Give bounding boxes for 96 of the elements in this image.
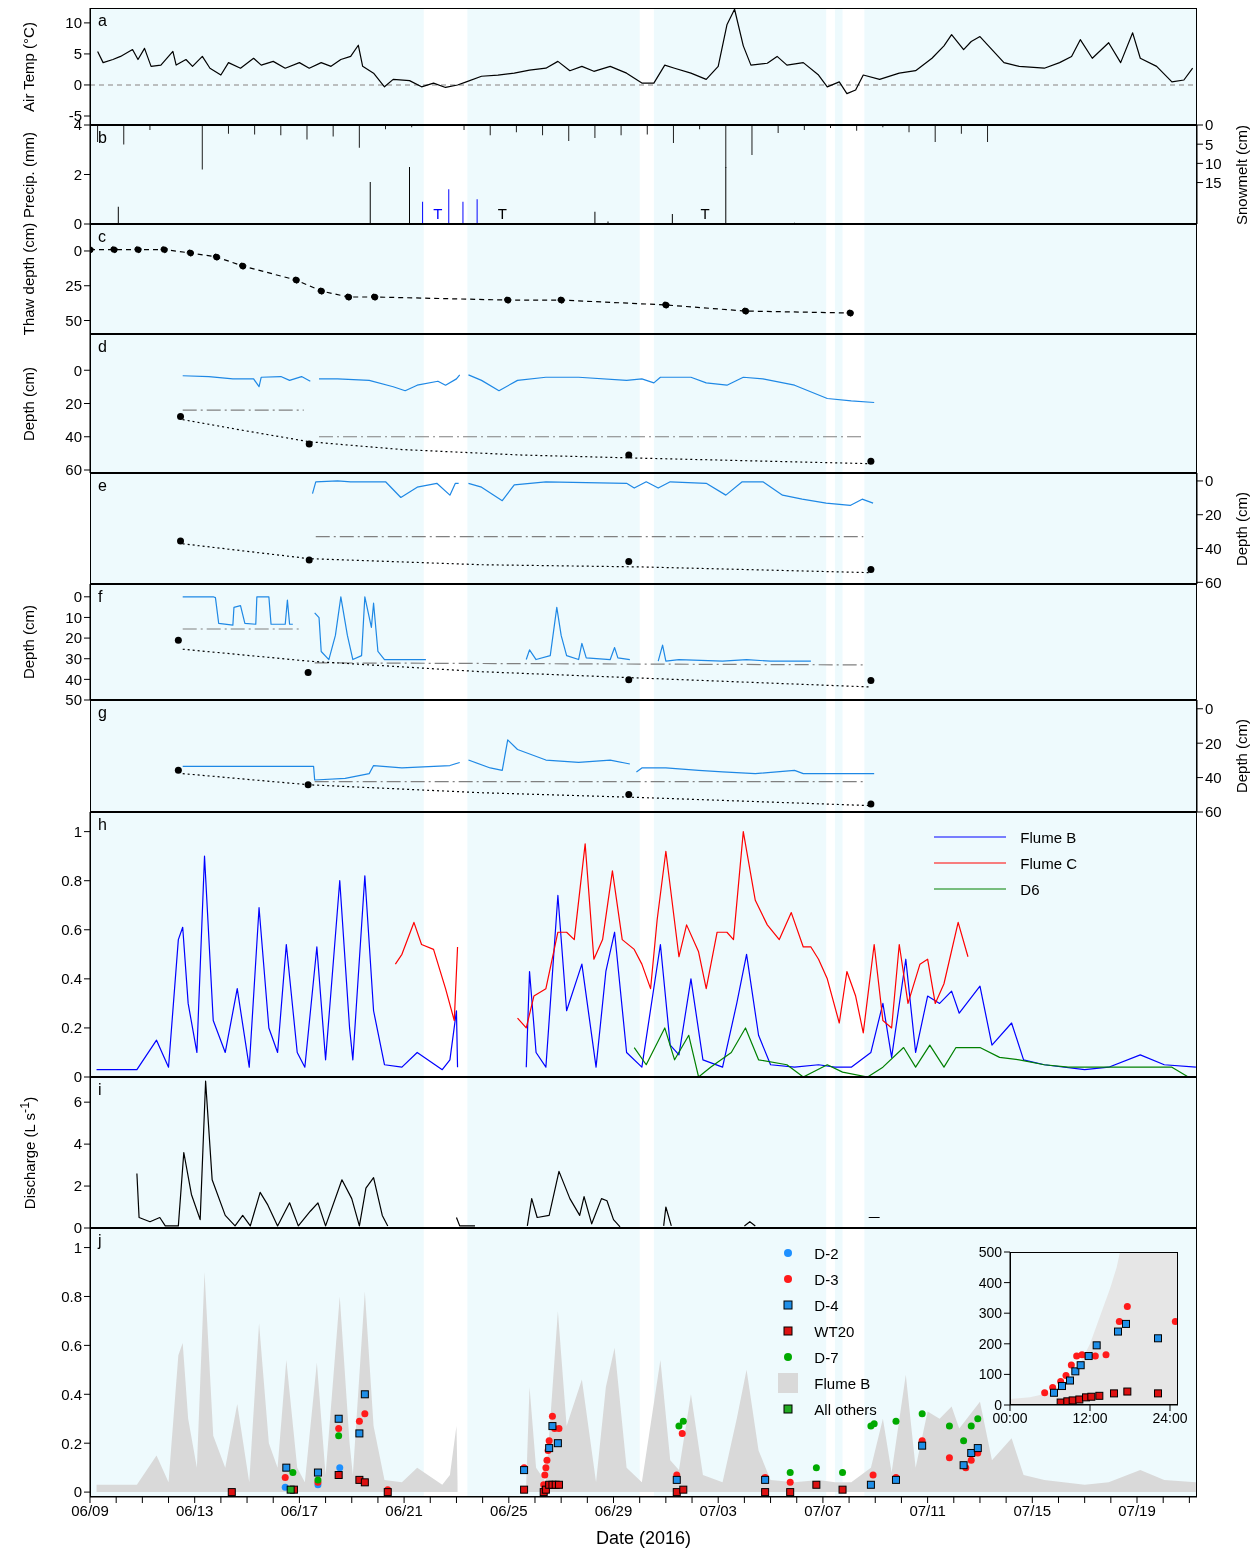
y-tick-label: 0 — [73, 242, 82, 260]
y-tick-label: 0.2 — [61, 1019, 82, 1037]
y-tick-label: 0 — [73, 1219, 82, 1237]
y-tick-label: 6 — [73, 1093, 82, 1111]
x-tick-label: 24:00 — [1152, 1409, 1188, 1426]
y-tick-label: 0.6 — [61, 1336, 82, 1354]
y2-tick-label: 0 — [1205, 116, 1214, 134]
annotation: c — [98, 228, 106, 246]
annotation: h — [98, 816, 107, 834]
data-label: T — [497, 205, 507, 222]
y2-tick-label: 15 — [1205, 173, 1222, 191]
x-tick-label: 06/09 — [71, 1501, 109, 1519]
x-tick-label: 06/17 — [280, 1501, 319, 1519]
y-tick-label: 200 — [978, 1335, 1003, 1352]
y-tick-label: 300 — [978, 1305, 1003, 1322]
y-tick-label: 0 — [73, 76, 82, 94]
annotation: b — [98, 129, 107, 147]
y-tick-label: 40 — [65, 670, 82, 688]
x-tick-label: 06/29 — [594, 1501, 633, 1519]
data-label: T — [433, 205, 443, 222]
y2-tick-label: 20 — [1205, 506, 1222, 524]
y-tick-label: 60 — [65, 461, 82, 479]
y-tick-label: 50 — [65, 691, 82, 709]
y-tick-label: 1 — [73, 1238, 82, 1256]
y-tick-label: 10 — [65, 14, 82, 32]
x-tick-label: 06/13 — [175, 1501, 214, 1519]
y-axis-title: Precip. (mm) — [19, 131, 37, 218]
annotation: f — [98, 588, 103, 606]
y2-tick-label: 20 — [1205, 734, 1222, 752]
y-tick-label: 0 — [73, 215, 82, 233]
legend-label: Flume B — [1020, 828, 1077, 846]
y-tick-label: 400 — [978, 1274, 1003, 1291]
y2-tick-label: 40 — [1205, 539, 1222, 557]
annotation: d — [98, 338, 107, 356]
y-tick-label: 0.2 — [61, 1434, 82, 1452]
x-tick-label: 12:00 — [1072, 1409, 1108, 1426]
y-tick-label: 10 — [65, 608, 82, 626]
y-tick-label: 0.4 — [61, 1385, 82, 1403]
y2-tick-label: 60 — [1205, 573, 1222, 591]
legend-label: D-7 — [814, 1348, 839, 1366]
y-tick-label: 100 — [978, 1366, 1003, 1383]
y2-tick-label: 40 — [1205, 768, 1222, 786]
y-tick-label: 20 — [65, 394, 82, 412]
annotation: g — [98, 704, 107, 722]
legend-label: D-3 — [814, 1270, 839, 1288]
x-tick-label: 06/25 — [490, 1501, 528, 1519]
x-tick-label: 07/19 — [1118, 1501, 1156, 1519]
y-tick-label: 4 — [73, 1135, 82, 1153]
y-tick-label: 30 — [65, 650, 82, 668]
annotation: i — [98, 1081, 102, 1099]
legend-label: Flume B — [814, 1374, 871, 1392]
legend-label: Flume C — [1020, 854, 1077, 872]
y-axis-title: Depth (cm) — [19, 366, 37, 441]
y2-axis-title: Snowmelt (cm) — [1232, 124, 1250, 225]
y-tick-label: 50 — [65, 311, 82, 329]
y-tick-label: 0.4 — [61, 970, 82, 988]
data-label: T — [700, 205, 710, 222]
x-tick-label: 07/07 — [804, 1501, 842, 1519]
y-tick-label: 40 — [65, 428, 82, 446]
y-tick-label: 0 — [73, 588, 82, 606]
legend-label: D6 — [1020, 880, 1040, 898]
legend-label: WT20 — [814, 1322, 855, 1340]
annotation: j — [98, 1232, 102, 1250]
y2-tick-label: 5 — [1205, 135, 1214, 153]
y2-tick-label: 10 — [1205, 154, 1222, 172]
y2-tick-label: 60 — [1205, 803, 1222, 821]
y-tick-label: 1 — [73, 822, 82, 840]
y2-axis-title: Depth (cm) — [1232, 491, 1250, 566]
y2-axis-title: Depth (cm) — [1232, 718, 1250, 794]
y-axis-title: Air Temp (°C) — [19, 21, 37, 112]
y-tick-label: 0.6 — [61, 921, 82, 939]
x-tick-label: 07/11 — [909, 1501, 946, 1519]
annotation: a — [98, 12, 107, 30]
y-tick-label: 20 — [65, 629, 82, 647]
y-axis-title: Depth (cm) — [19, 604, 37, 680]
legend-label: D-2 — [814, 1244, 839, 1262]
x-tick-label: 06/21 — [385, 1501, 423, 1519]
x-tick-label: 07/15 — [1013, 1501, 1052, 1519]
y-tick-label: 500 — [978, 1243, 1003, 1260]
y2-tick-label: 0 — [1205, 700, 1214, 718]
y-tick-label: 0 — [73, 1483, 82, 1501]
x-axis-title: Date (2016) — [595, 1528, 692, 1549]
y-tick-label: 2 — [73, 165, 82, 183]
y2-tick-label: 0 — [1205, 472, 1214, 490]
y-tick-label: 0 — [73, 1068, 82, 1086]
legend-label: All others — [814, 1400, 877, 1418]
y-tick-label: 0.8 — [61, 872, 82, 890]
x-tick-label: 07/03 — [699, 1501, 737, 1519]
y-tick-label: 2 — [73, 1177, 82, 1195]
annotation: e — [98, 477, 107, 495]
legend-label: D-4 — [814, 1296, 839, 1314]
y-axis-title: Thaw depth (cm) — [19, 222, 37, 336]
y-tick-label: 0 — [73, 361, 82, 379]
y-tick-label: 25 — [65, 277, 82, 295]
y-tick-label: 5 — [73, 45, 82, 63]
y-tick-label: 0.8 — [61, 1287, 82, 1305]
